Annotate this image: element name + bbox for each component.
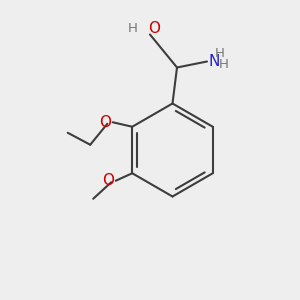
Text: H: H xyxy=(215,47,224,61)
Text: N: N xyxy=(208,54,220,69)
Text: O: O xyxy=(148,21,160,36)
Text: O: O xyxy=(102,173,114,188)
Text: H: H xyxy=(219,58,228,71)
Text: H: H xyxy=(128,22,138,35)
Text: O: O xyxy=(99,115,111,130)
